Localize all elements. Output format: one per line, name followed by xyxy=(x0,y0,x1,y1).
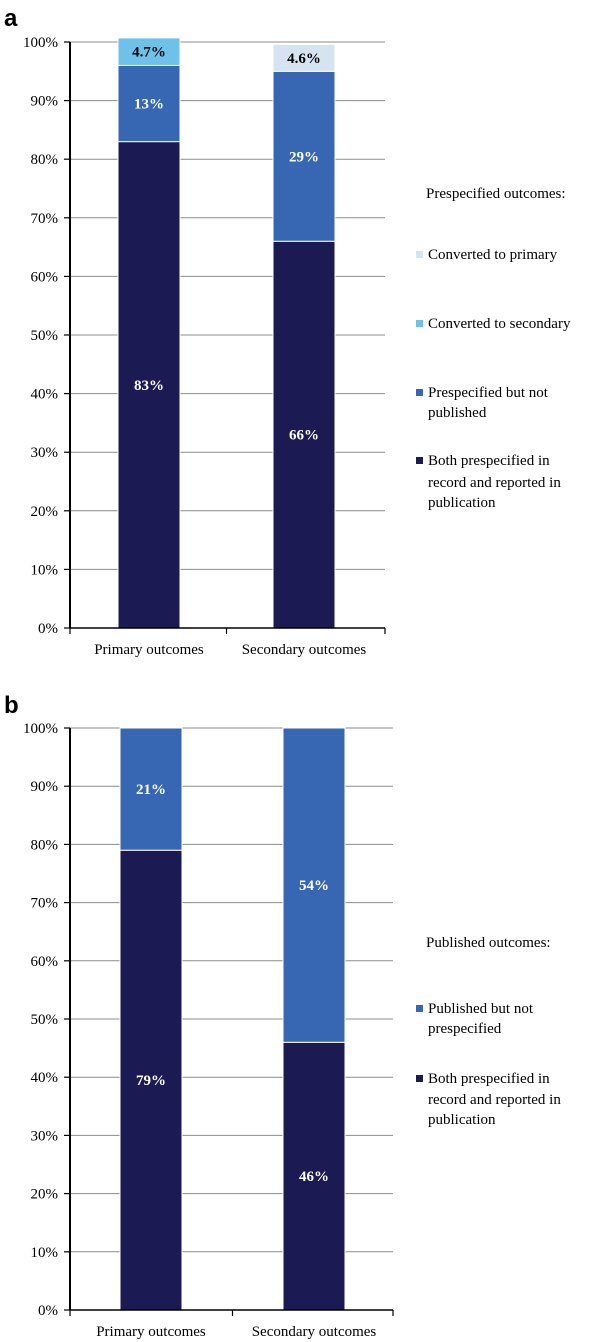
legend-item: Both prespecified in record and reported … xyxy=(416,1071,561,1128)
data-label: 4.6% xyxy=(287,51,321,67)
bar-segment xyxy=(272,43,336,72)
data-label: 46% xyxy=(299,1169,329,1185)
legend-label: Both prespecified in record and reported … xyxy=(428,453,561,511)
legend-item: Converted to primary xyxy=(416,247,558,263)
x-tick-label: Secondary outcomes xyxy=(252,1324,377,1340)
y-tick-label: 10% xyxy=(31,562,59,578)
legend-swatch xyxy=(416,457,423,464)
data-label: 13% xyxy=(134,97,164,113)
x-tick-label: Primary outcomes xyxy=(96,1324,206,1340)
y-tick-label: 30% xyxy=(31,445,59,461)
panel-letter: a xyxy=(4,5,18,32)
x-tick-label: Secondary outcomes xyxy=(242,642,367,658)
bar-segment xyxy=(119,727,183,851)
y-tick-label: 80% xyxy=(31,837,59,853)
y-tick-label: 20% xyxy=(31,1187,59,1203)
data-label: 21% xyxy=(136,782,166,798)
legend-item: Converted to secondary xyxy=(416,316,571,332)
legend-label: Converted to primary xyxy=(428,247,558,263)
y-tick-label: 10% xyxy=(31,1245,59,1261)
legend-item: Both prespecified in record and reported … xyxy=(416,453,561,511)
legend-swatch xyxy=(416,251,423,258)
bar-segment xyxy=(282,727,346,1043)
legend-swatch xyxy=(416,389,423,396)
legend-title: Published outcomes: xyxy=(426,935,551,951)
bar-segment xyxy=(117,37,181,66)
y-tick-label: 50% xyxy=(31,328,59,344)
y-tick-label: 30% xyxy=(31,1128,59,1144)
y-tick-label: 0% xyxy=(38,621,58,637)
y-tick-label: 100% xyxy=(23,35,58,51)
x-tick-label: Primary outcomes xyxy=(94,642,204,658)
data-label: 66% xyxy=(289,428,319,444)
legend-swatch xyxy=(416,1005,423,1012)
data-label: 83% xyxy=(134,378,164,394)
legend-item: Published but not prespecified xyxy=(416,1001,534,1037)
legend-label: Published but not prespecified xyxy=(428,1001,534,1037)
y-tick-label: 40% xyxy=(31,1070,59,1086)
bar-segment xyxy=(282,1041,346,1311)
y-tick-label: 40% xyxy=(31,387,59,403)
y-tick-label: 0% xyxy=(38,1303,58,1319)
bar-segment xyxy=(272,70,336,242)
chart-panel-a: a 0% 10% 20% 30% 40% 50% 60% 70% 80% 90% 100% 83% 13%… xyxy=(4,5,571,658)
y-tick-label: 70% xyxy=(31,211,59,227)
legend-swatch xyxy=(416,1075,423,1082)
y-tick-label: 50% xyxy=(31,1012,59,1028)
data-label: 54% xyxy=(299,878,329,894)
panel-letter: b xyxy=(4,692,19,719)
data-label: 79% xyxy=(136,1073,166,1089)
legend-label: Both prespecified in record and reported … xyxy=(428,1071,561,1128)
y-tick-label: 60% xyxy=(31,954,59,970)
legend-item: Prespecified but not published xyxy=(416,385,549,421)
chart-panel-b: b 0% 10% 20% 30% 40% 50% 60% 70% 80% 90% 100% 79% 21%… xyxy=(4,692,561,1340)
legend-label: Prespecified but not published xyxy=(428,385,549,421)
y-tick-label: 100% xyxy=(23,721,58,737)
y-tick-label: 70% xyxy=(31,896,59,912)
legend-title: Prespecified outcomes: xyxy=(426,186,566,202)
data-label: 4.7% xyxy=(132,45,166,61)
bar-segment xyxy=(117,64,181,143)
y-tick-label: 80% xyxy=(31,152,59,168)
y-tick-label: 90% xyxy=(31,94,59,110)
y-tick-label: 60% xyxy=(31,269,59,285)
data-label: 29% xyxy=(289,149,319,165)
y-tick-label: 90% xyxy=(31,779,59,795)
legend-swatch xyxy=(416,320,423,327)
legend-label: Converted to secondary xyxy=(428,316,571,332)
y-tick-label: 20% xyxy=(31,504,59,520)
bar-segment xyxy=(117,141,181,629)
